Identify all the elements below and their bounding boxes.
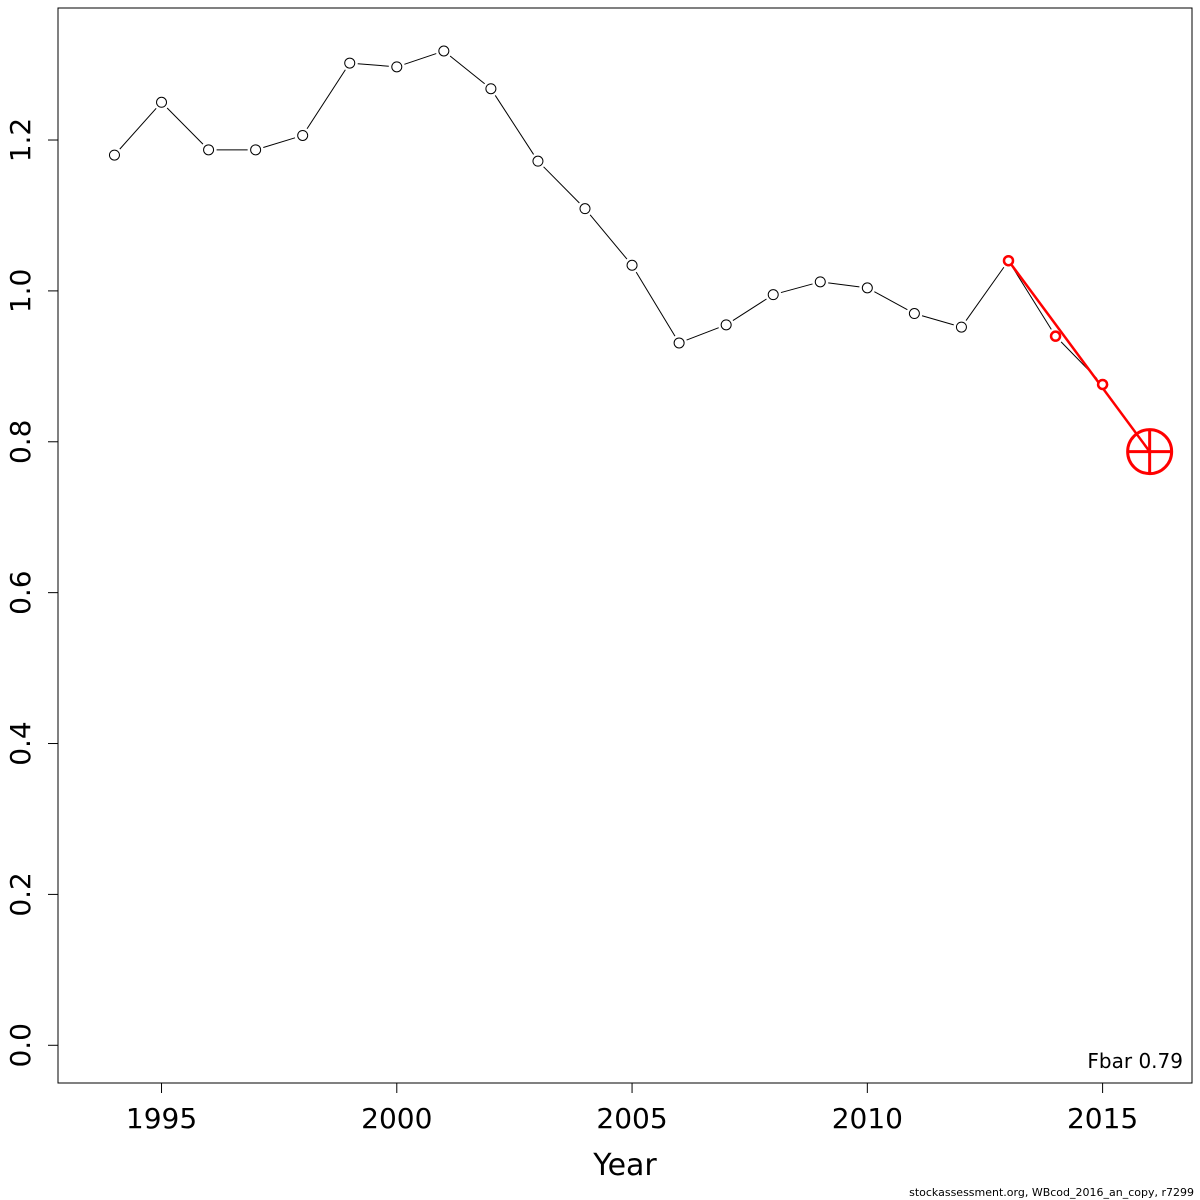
series-line-segment	[686, 327, 719, 341]
projection-line	[1007, 259, 1151, 453]
y-tick-label: 1.0	[4, 269, 37, 314]
x-tick-label: 1995	[126, 1102, 197, 1135]
series-line-segment	[732, 298, 767, 321]
series-line-segment	[494, 95, 535, 155]
data-point	[626, 259, 638, 271]
y-tick-label: 0.2	[4, 872, 37, 917]
series-line-segment	[404, 53, 437, 65]
x-tick-label: 2005	[596, 1102, 667, 1135]
x-tick-label: 2015	[1067, 1102, 1138, 1135]
recent-data-point	[1096, 378, 1109, 391]
y-tick-label: 0.0	[4, 1023, 37, 1068]
data-point	[391, 61, 403, 73]
y-tick-label: 0.6	[4, 570, 37, 615]
data-point	[861, 282, 873, 294]
series-line-segment	[921, 315, 954, 326]
data-point	[438, 45, 450, 57]
x-axis-title: Year	[592, 1148, 657, 1183]
y-axis: 0.0 0.2 0.4 0.6 0.8 1.0 1.2	[4, 118, 58, 1068]
data-point	[955, 321, 967, 333]
data-point	[108, 149, 120, 161]
series-line-segment	[635, 271, 676, 337]
series-line-segment	[306, 69, 346, 130]
series-line-segment	[166, 107, 204, 145]
data-point	[908, 308, 920, 320]
x-tick-label: 2010	[832, 1102, 903, 1135]
x-tick-label: 2000	[361, 1102, 432, 1135]
data-point	[673, 337, 685, 349]
series-line-segment	[449, 55, 485, 85]
data-point	[767, 289, 779, 301]
data-point	[579, 203, 591, 215]
series-line-segment	[874, 291, 908, 311]
series-line-segment	[1012, 267, 1052, 330]
series-line-segment	[263, 137, 296, 148]
fbar-annotation: Fbar 0.79	[1087, 1049, 1183, 1073]
series-line-segment	[965, 266, 1005, 321]
data-point	[203, 144, 215, 156]
y-tick-label: 0.8	[4, 420, 37, 465]
data-point	[250, 144, 262, 156]
y-tick-label: 0.4	[4, 721, 37, 766]
x-axis: 1995 2000 2005 2010 2015	[126, 1083, 1138, 1135]
y-tick-label: 1.2	[4, 118, 37, 163]
series-layer	[108, 45, 1174, 476]
series-line-segment	[543, 166, 580, 204]
plot-box	[57, 7, 1193, 1084]
data-point	[532, 155, 544, 167]
recent-data-point	[1002, 254, 1015, 267]
data-point	[156, 96, 168, 108]
series-line-segment	[119, 107, 157, 150]
series-line-segment	[589, 214, 628, 260]
data-point	[485, 83, 497, 95]
data-point	[814, 276, 826, 288]
footer-credit: stockassessment.org, WBcod_2016_an_copy,…	[909, 1186, 1194, 1199]
data-point	[344, 57, 356, 69]
series-line-segment	[828, 282, 860, 288]
data-point	[720, 319, 732, 331]
series-line-segment	[357, 63, 389, 67]
recent-data-point	[1049, 330, 1062, 342]
series-line-segment	[780, 283, 813, 294]
data-point	[297, 129, 309, 141]
